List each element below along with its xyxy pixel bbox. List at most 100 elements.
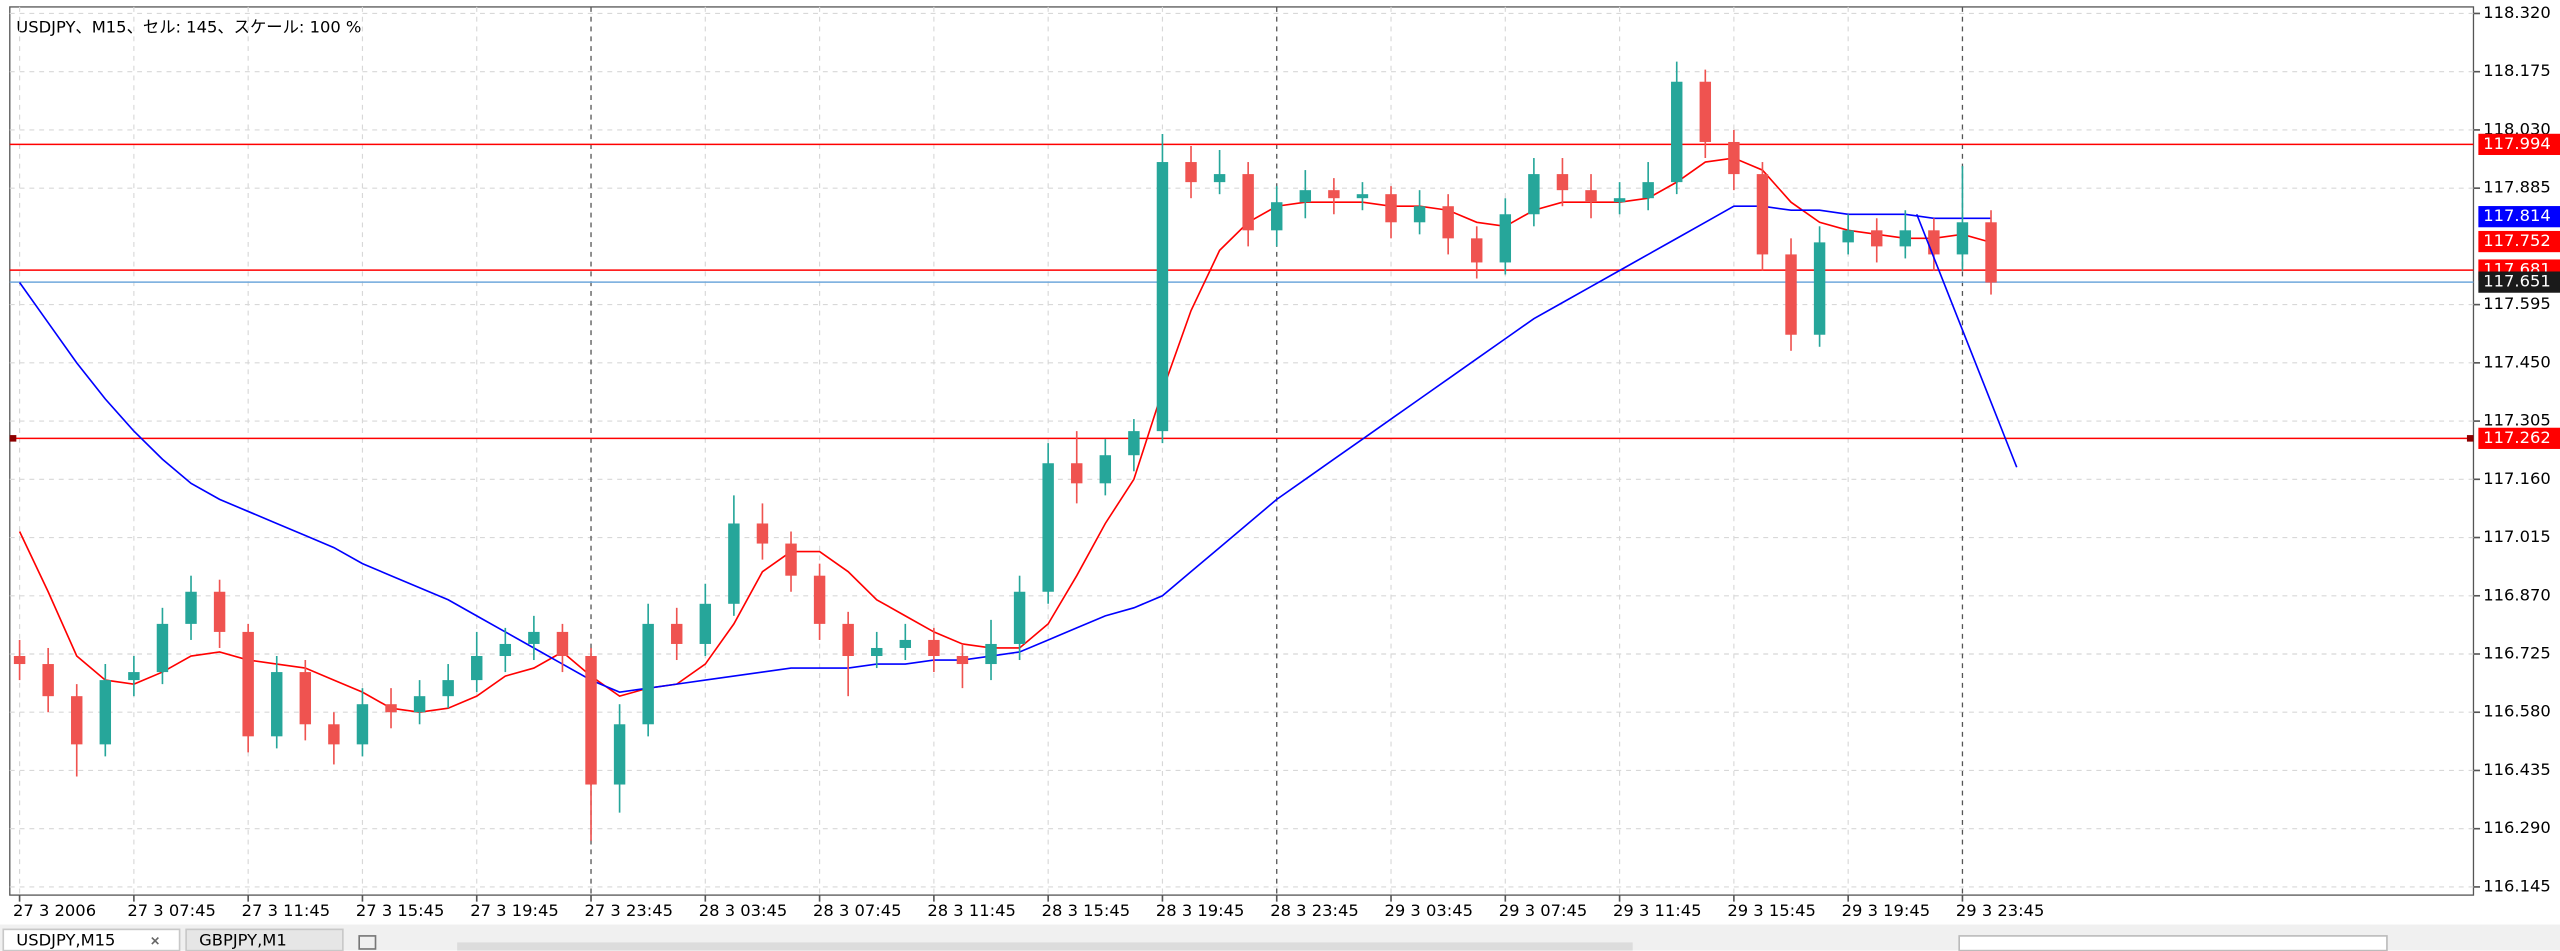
candle-body: [1756, 174, 1769, 255]
candle-body: [1071, 463, 1083, 484]
x-tick-label: 27 3 15:45: [356, 901, 445, 920]
candle-body: [1471, 238, 1483, 263]
candle-body: [785, 543, 797, 576]
candle-body: [1356, 194, 1369, 199]
x-tick-label: 28 3 19:45: [1156, 901, 1245, 920]
plot-frame: [9, 6, 2475, 896]
candle-body: [1956, 222, 1969, 255]
candle-body: [1813, 242, 1826, 335]
y-tick-label: 116.290: [2483, 818, 2550, 837]
candle-body: [1013, 591, 1026, 644]
candle-body: [985, 643, 997, 665]
candle-body: [1499, 214, 1512, 263]
candle-body: [1385, 194, 1397, 223]
x-tick-label: 29 3 03:45: [1384, 901, 1473, 920]
trendline: [1915, 213, 2018, 468]
candle-body: [585, 656, 597, 785]
moving-average: [18, 157, 1992, 714]
x-tick-label: 27 3 2006: [13, 901, 96, 920]
candle-body: [1413, 206, 1426, 223]
candle-body: [1328, 190, 1340, 199]
x-tick-label: 27 3 11:45: [242, 901, 331, 920]
candle-body: [13, 656, 26, 665]
candle-body: [1042, 463, 1054, 592]
x-tick-label: 28 3 07:45: [813, 901, 902, 920]
input-box[interactable]: [1958, 935, 2388, 951]
candle-body: [956, 656, 969, 665]
candle-body: [1128, 431, 1140, 456]
candle-body: [1242, 174, 1254, 231]
candle-body: [1928, 230, 1940, 255]
candle-body: [42, 664, 54, 697]
y-tick-label: 117.595: [2483, 294, 2550, 313]
y-tick-label: 117.305: [2483, 411, 2550, 430]
candle-body: [642, 623, 654, 725]
y-tick-label: 118.030: [2483, 119, 2550, 138]
candle-body: [328, 724, 340, 745]
price-label-box: [2478, 230, 2560, 253]
candle-body: [99, 680, 112, 745]
candle-body: [899, 639, 912, 648]
tab-label[interactable]: USDJPY,M15: [16, 930, 115, 949]
y-tick-label: 117.885: [2483, 178, 2550, 197]
x-tick-label: 29 3 19:45: [1842, 901, 1931, 920]
x-tick-label: 28 3 11:45: [927, 901, 1016, 920]
candle-body: [613, 724, 626, 785]
y-tick-label: 117.450: [2483, 352, 2550, 371]
candle-body: [1442, 206, 1454, 239]
tab-close-icon[interactable]: [151, 936, 159, 945]
price-label: 117.752: [2483, 231, 2550, 250]
y-tick-label: 118.175: [2483, 61, 2550, 80]
price-label: 117.651: [2483, 272, 2550, 291]
x-tick-label: 27 3 07:45: [127, 901, 216, 920]
candle-body: [1642, 182, 1654, 199]
level-anchor: [2466, 435, 2474, 442]
candle-body: [471, 656, 483, 681]
candle-body: [156, 623, 169, 673]
candle-body: [1528, 174, 1540, 215]
candle-body: [299, 672, 312, 725]
x-tick-label: 29 3 15:45: [1727, 901, 1816, 920]
candle-body: [1185, 162, 1197, 183]
candle-body: [528, 631, 540, 644]
candle-body: [1985, 222, 1997, 283]
y-tick-label: 116.435: [2483, 760, 2550, 779]
moving-average: [18, 205, 1992, 693]
price-label: 117.262: [2483, 428, 2550, 447]
candle-body: [213, 591, 226, 632]
candle-body: [1842, 230, 1854, 243]
chart-title: USDJPY、M15、セル: 145、スケール: 100 %: [16, 18, 361, 37]
candle-body: [185, 591, 197, 624]
candle-body: [271, 672, 283, 737]
candle-body: [1785, 254, 1797, 335]
candle-body: [71, 696, 83, 745]
scrollbar[interactable]: [457, 942, 1633, 951]
candle-body: [756, 523, 769, 544]
candle-body: [1099, 455, 1112, 484]
tab-label[interactable]: GBPJPY,M1: [199, 930, 287, 949]
candle-body: [128, 672, 140, 681]
x-tick-label: 28 3 03:45: [699, 901, 788, 920]
candle-body: [385, 704, 397, 713]
candle-body: [1299, 190, 1312, 203]
new-window-icon[interactable]: [358, 935, 377, 950]
x-tick-label: 29 3 23:45: [1956, 901, 2045, 920]
x-tick-label: 27 3 23:45: [584, 901, 673, 920]
candle-body: [671, 623, 683, 644]
candle-body: [1671, 81, 1683, 183]
candle-body: [842, 623, 854, 657]
level-anchor: [9, 435, 17, 442]
candle-body: [871, 647, 883, 657]
candle-body: [1699, 81, 1712, 142]
x-tick-label: 27 3 19:45: [470, 901, 559, 920]
x-tick-label: 28 3 23:45: [1270, 901, 1359, 920]
candle-body: [1585, 190, 1597, 203]
price-label-box: [2478, 133, 2560, 155]
price-label-box: [2478, 427, 2560, 449]
candle-body: [1613, 198, 1626, 203]
candle-body: [1871, 230, 1883, 247]
candle-body: [1213, 174, 1226, 183]
